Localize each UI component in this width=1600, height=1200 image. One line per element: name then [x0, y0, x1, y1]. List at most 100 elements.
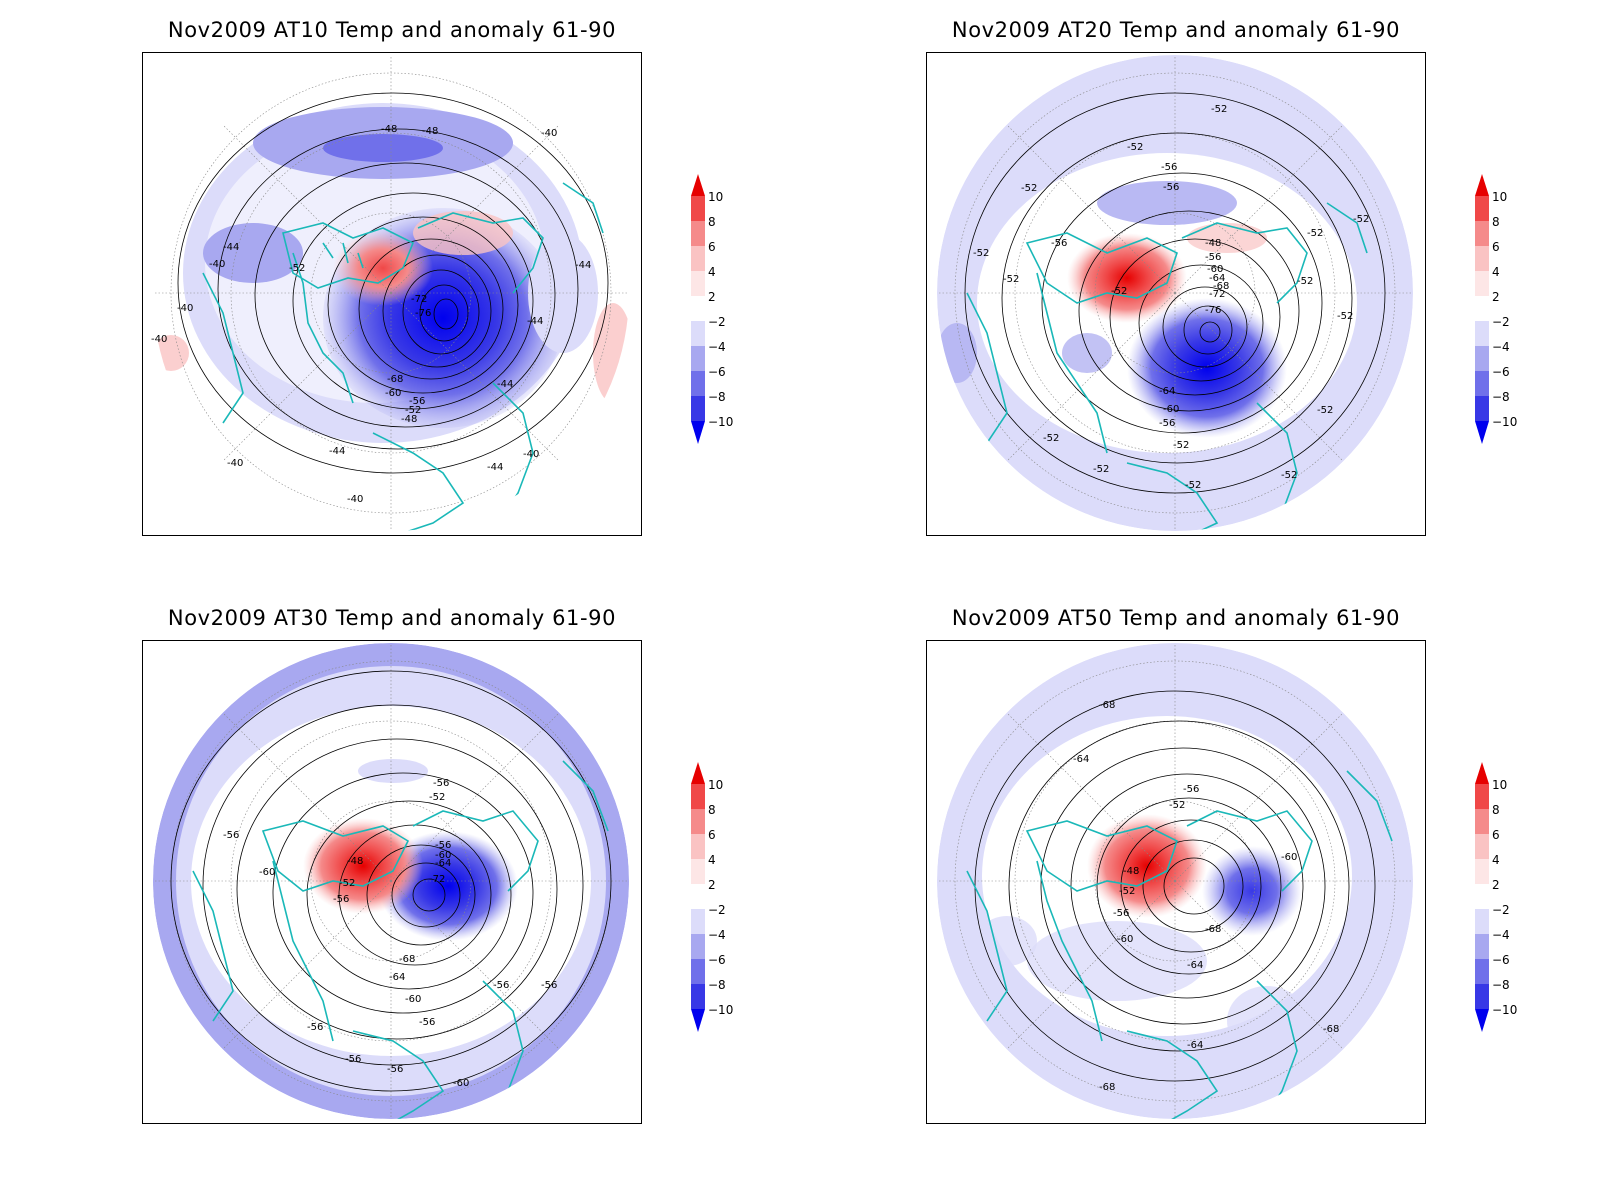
colorbar-tick: −4: [1492, 928, 1510, 942]
contour-label: -64: [1187, 1040, 1203, 1051]
panel-title: Nov2009 AT30 Temp and anomaly 61-90: [167, 606, 617, 630]
contour-label: -68: [1099, 1082, 1115, 1093]
panel-title: Nov2009 AT20 Temp and anomaly 61-90: [951, 18, 1401, 42]
contour-label: -40: [227, 458, 243, 469]
colorbar-swatch: [691, 859, 705, 884]
colorbar-swatch: [1475, 834, 1489, 859]
contour-label: -68: [399, 954, 415, 965]
contour-label: -56: [387, 1064, 403, 1075]
contour-label: -64: [1209, 273, 1225, 284]
contour-label: -52: [1337, 311, 1353, 322]
contour-label: -56: [345, 1054, 361, 1065]
colorbar-arrow-bottom: [691, 1009, 705, 1032]
colorbar-swatch: [1475, 959, 1489, 984]
colorbar-swatch: [691, 346, 705, 371]
contour-label: -52: [1093, 464, 1109, 475]
colorbar-swatch: [1475, 371, 1489, 396]
contour-label: -60: [1281, 852, 1297, 863]
contour-label: -52: [1003, 274, 1019, 285]
contour-label: -68: [1099, 700, 1115, 711]
colorbar-tick: 2: [1492, 878, 1500, 892]
colorbar-arrow-bottom: [1475, 1009, 1489, 1032]
polar-map-at10: -48 -48 -40 -44 -40 -44 -52 -40 -72 -76 …: [151, 55, 629, 531]
colorbar-swatch: [691, 984, 705, 1009]
colorbar-tick: −6: [1492, 953, 1510, 967]
contour-label: -40: [209, 259, 225, 270]
map-frame: -48 -48 -40 -44 -40 -44 -52 -40 -72 -76 …: [142, 52, 642, 536]
colorbar-arrow-bottom: [1475, 421, 1489, 444]
contour-label: -52: [1173, 440, 1189, 451]
colorbar-tick: 6: [1492, 828, 1500, 842]
contour-label: -72: [411, 294, 427, 305]
colorbar-tick: 6: [708, 828, 716, 842]
contour-label: -52: [973, 248, 989, 259]
contour-label: -52: [1127, 142, 1143, 153]
contour-label: -40: [177, 303, 193, 314]
colorbar-tick: −10: [1492, 415, 1517, 429]
contour-label: -44: [223, 242, 239, 253]
colorbar-swatch: [1475, 809, 1489, 834]
contour-label: -40: [523, 449, 539, 460]
colorbar-tick: −8: [708, 390, 726, 404]
colorbar-swatch: [691, 246, 705, 271]
colorbar-tick: 4: [708, 265, 716, 279]
colorbar-tick: −4: [1492, 340, 1510, 354]
contour-label: -64: [389, 972, 405, 983]
colorbar-swatch: [1475, 784, 1489, 809]
contour-label: -60: [1163, 404, 1179, 415]
colorbar-swatch: [691, 196, 705, 221]
contour-label: -56: [307, 1022, 323, 1033]
contour-label: -56: [1163, 182, 1179, 193]
contour-labels: -52 -52 -56 -56 -52 -52 -56 -52 -52 -48 …: [973, 104, 1369, 491]
colorbar-swatch: [691, 221, 705, 246]
colorbar-tick: −6: [708, 365, 726, 379]
contour-label: -44: [487, 462, 503, 473]
contour-label: -52: [1211, 104, 1227, 115]
contour-label: -60: [435, 850, 451, 861]
contour-label: -52: [1353, 214, 1369, 225]
contour-label: -44: [329, 446, 345, 457]
colorbar-tick: 2: [708, 878, 716, 892]
panel-title: Nov2009 AT10 Temp and anomaly 61-90: [167, 18, 617, 42]
colorbar-swatch: [1475, 396, 1489, 421]
contour-label: -52: [1317, 405, 1333, 416]
colorbar-swatch: [1475, 884, 1489, 909]
contour-label: -60: [405, 994, 421, 1005]
contour-label: -48: [401, 414, 417, 425]
colorbar-legend: 10 8 6 4 2 −2 −4 −6 −8 −10: [1475, 762, 1517, 1032]
colorbar-tick: 10: [1492, 190, 1507, 204]
colorbar-arrow-bottom: [691, 421, 705, 444]
contour-label: -56: [435, 840, 451, 851]
colorbar-arrow-top: [691, 762, 705, 784]
contour-label: -60: [259, 867, 275, 878]
contour-label: -56: [1159, 418, 1175, 429]
contour-label: -56: [433, 778, 449, 789]
contour-label: -68: [387, 374, 403, 385]
contour-label: -52: [1021, 183, 1037, 194]
coastlines: [192, 760, 609, 1119]
colorbar-swatch: [691, 934, 705, 959]
contour-label: -56: [493, 980, 509, 991]
map-frame: -68 -64 -56 -52 -48 -52 -56 -60 -60 -68 …: [926, 640, 1426, 1124]
contour-label: -52: [1111, 286, 1127, 297]
contour-label: -56: [1051, 238, 1067, 249]
colorbar-tick: 10: [708, 190, 723, 204]
contour-label: -52: [1043, 433, 1059, 444]
contour-label: -56: [223, 830, 239, 841]
colorbar-tick: −2: [708, 315, 726, 329]
contour-label: -44: [575, 260, 591, 271]
colorbar-tick: 4: [1492, 853, 1500, 867]
contour-labels: -56 -52 -56 -60 -48 -52 -56 -56 -60 -64 …: [223, 778, 557, 1089]
colorbar-swatch: [691, 396, 705, 421]
colorbar-swatch: [1475, 909, 1489, 934]
colorbar-tick: −6: [1492, 365, 1510, 379]
contour-label: -64: [435, 858, 451, 869]
contour-label: -56: [1183, 784, 1199, 795]
colorbar-tick: 4: [1492, 265, 1500, 279]
colorbar-swatch: [1475, 196, 1489, 221]
colorbar-swatch: [1475, 346, 1489, 371]
contour-label: -52: [339, 878, 355, 889]
colorbar-tick: −10: [1492, 1003, 1517, 1017]
colorbar-tick: −2: [1492, 315, 1510, 329]
contour-label: -52: [1119, 886, 1135, 897]
